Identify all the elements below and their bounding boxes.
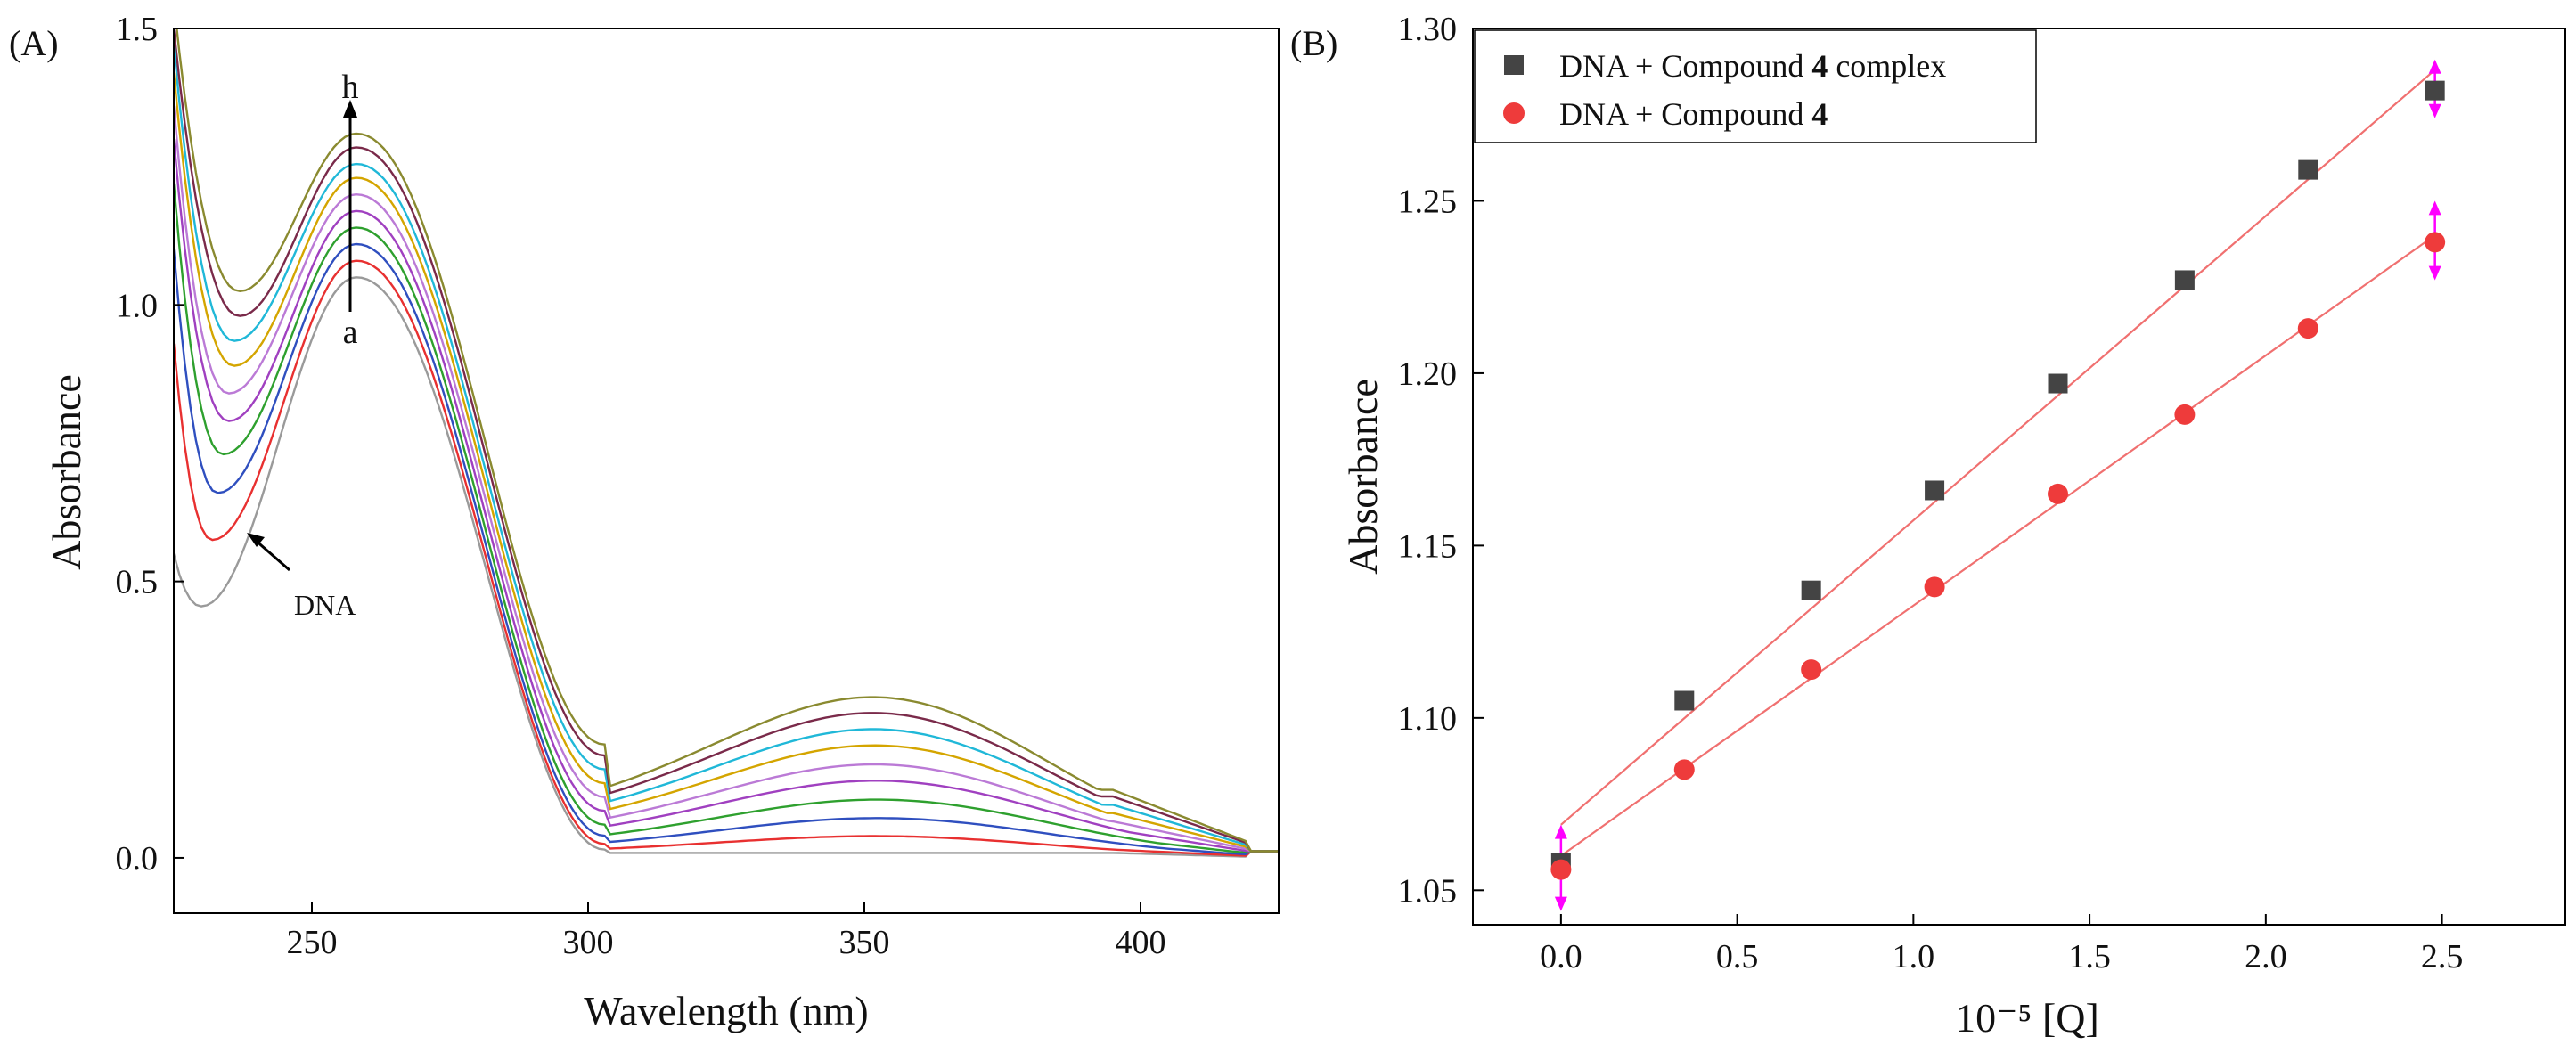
point-complex <box>2048 373 2068 394</box>
panel-b-y-tick-label: 1.10 <box>1398 700 1458 738</box>
panel-a-frame <box>173 28 1280 914</box>
panel-a-y-ticks: 0.0 0.5 1.0 1.5 <box>116 11 184 878</box>
panel-b-x-tick-label: 0.5 <box>1716 938 1759 976</box>
point-compound <box>1801 659 1822 681</box>
panel-b-x-tick-label: 0.0 <box>1540 938 1582 976</box>
legend-circle-marker <box>1503 102 1525 124</box>
panel-a-y-tick-label: 1.0 <box>116 287 159 324</box>
fit-line-0 <box>1560 69 2436 826</box>
spectrum-curve-h <box>176 29 1279 853</box>
fit-line-1 <box>1560 234 2436 857</box>
panel-a-x-axis-title: Wavelength (nm) <box>584 988 868 1033</box>
panel-b-x-tick-label: 2.0 <box>2245 938 2287 976</box>
point-compound <box>1550 859 1572 880</box>
panel-b-y-tick-label: 1.15 <box>1398 527 1458 565</box>
point-complex <box>1925 480 1945 501</box>
panel-b-x-ticks: 0.0 0.5 1.0 1.5 2.0 2.5 <box>1540 914 2463 976</box>
spectrum-curve-c <box>174 242 1279 856</box>
panel-b-x-axis-title: 10⁻⁵ [Q] <box>1955 995 2099 1041</box>
panel-a-y-tick-label: 1.5 <box>116 11 159 48</box>
legend-item-compound: DNA + Compound 4 <box>1559 96 1828 132</box>
panel-b-frame <box>1472 28 2566 926</box>
panel-a-x-tick-label: 400 <box>1116 924 1166 961</box>
legend-item-complex: DNA + Compound 4 complex <box>1559 48 1946 84</box>
spectrum-curve-b <box>174 259 1279 857</box>
panel-b-x-tick-label: 1.0 <box>1893 938 1935 976</box>
spectrum-curve-h1 <box>174 45 1279 853</box>
panel-b-label: (B) <box>1290 23 1337 63</box>
point-complex <box>2298 159 2318 180</box>
panel-b-y-axis-title: Absorbance <box>1340 379 1386 575</box>
error-bar-cap-top <box>1554 824 1567 839</box>
legend-square-marker <box>1504 55 1524 75</box>
panel-a-x-tick-label: 250 <box>287 924 338 961</box>
panel-b: (B) 0.0 0.5 1.0 1.5 2.0 2.5 1.051.101.151.201… <box>1290 11 2566 1041</box>
panel-a-x-tick-label: 350 <box>839 924 890 961</box>
panel-a-y-tick-label: 0.0 <box>116 840 159 878</box>
panel-b-legend: DNA + Compound 4 complex DNA + Compound … <box>1474 29 2037 143</box>
increase-arrow <box>343 100 357 312</box>
point-complex <box>1674 690 1695 711</box>
legend-box <box>1474 29 2037 143</box>
error-bar-cap-top <box>2428 59 2441 74</box>
panel-a-x-ticks: 250 300 350 400 <box>287 902 1166 961</box>
panel-a-x-tick-label: 300 <box>563 924 614 961</box>
error-bar-cap-bottom <box>2428 103 2441 118</box>
spectrum-curve-f <box>174 105 1279 853</box>
panel-b-x-tick-label: 1.5 <box>2068 938 2111 976</box>
panel-b-y-tick-label: 1.05 <box>1398 872 1458 910</box>
panel-b-x-tick-label: 2.5 <box>2421 938 2464 976</box>
panel-a-label: (A) <box>9 23 59 63</box>
spectrum-curve-d <box>174 183 1279 854</box>
point-compound <box>1924 576 1945 598</box>
point-compound <box>2425 232 2446 253</box>
panel-b-fit-lines <box>1560 69 2436 857</box>
spectrum-curve-e <box>174 138 1279 853</box>
spectrum-curve-h2 <box>174 29 1279 853</box>
dna-arrow <box>247 533 290 572</box>
point-compound <box>2048 483 2069 504</box>
error-bar-cap-bottom <box>1554 896 1567 911</box>
error-bar-cap-bottom <box>2428 265 2441 281</box>
spectrum-curve-g <box>174 72 1279 853</box>
spectrum-curve-DNA <box>174 276 1279 858</box>
panel-a: (A) 250 300 350 400 0.0 0.5 1.0 1.5 Wavelength… <box>9 11 1280 1033</box>
panel-b-y-tick-label: 1.20 <box>1398 355 1458 393</box>
curve-a-label: a <box>343 314 358 351</box>
curve-h-label: h <box>342 69 359 106</box>
point-complex <box>2425 80 2445 101</box>
dna-label: DNA <box>294 589 356 621</box>
panel-a-y-axis-title: Absorbance <box>44 374 89 570</box>
panel-b-y-tick-label: 1.30 <box>1398 11 1458 48</box>
panel-b-y-ticks: 1.05 1.10 1.15 1.20 1.25 1.30 <box>1398 11 1484 910</box>
panel-b-error-bars <box>1554 59 2441 911</box>
point-compound <box>1673 759 1695 780</box>
panel-a-y-tick-label: 0.5 <box>116 564 159 601</box>
error-bar-cap-top <box>2428 200 2441 216</box>
point-compound <box>2174 404 2196 425</box>
point-complex <box>2174 270 2195 290</box>
panel-a-curves <box>174 29 1279 858</box>
point-compound <box>2297 318 2318 339</box>
point-complex <box>1801 580 1821 600</box>
panel-b-points <box>1550 80 2446 880</box>
panel-b-y-tick-label: 1.25 <box>1398 183 1458 220</box>
